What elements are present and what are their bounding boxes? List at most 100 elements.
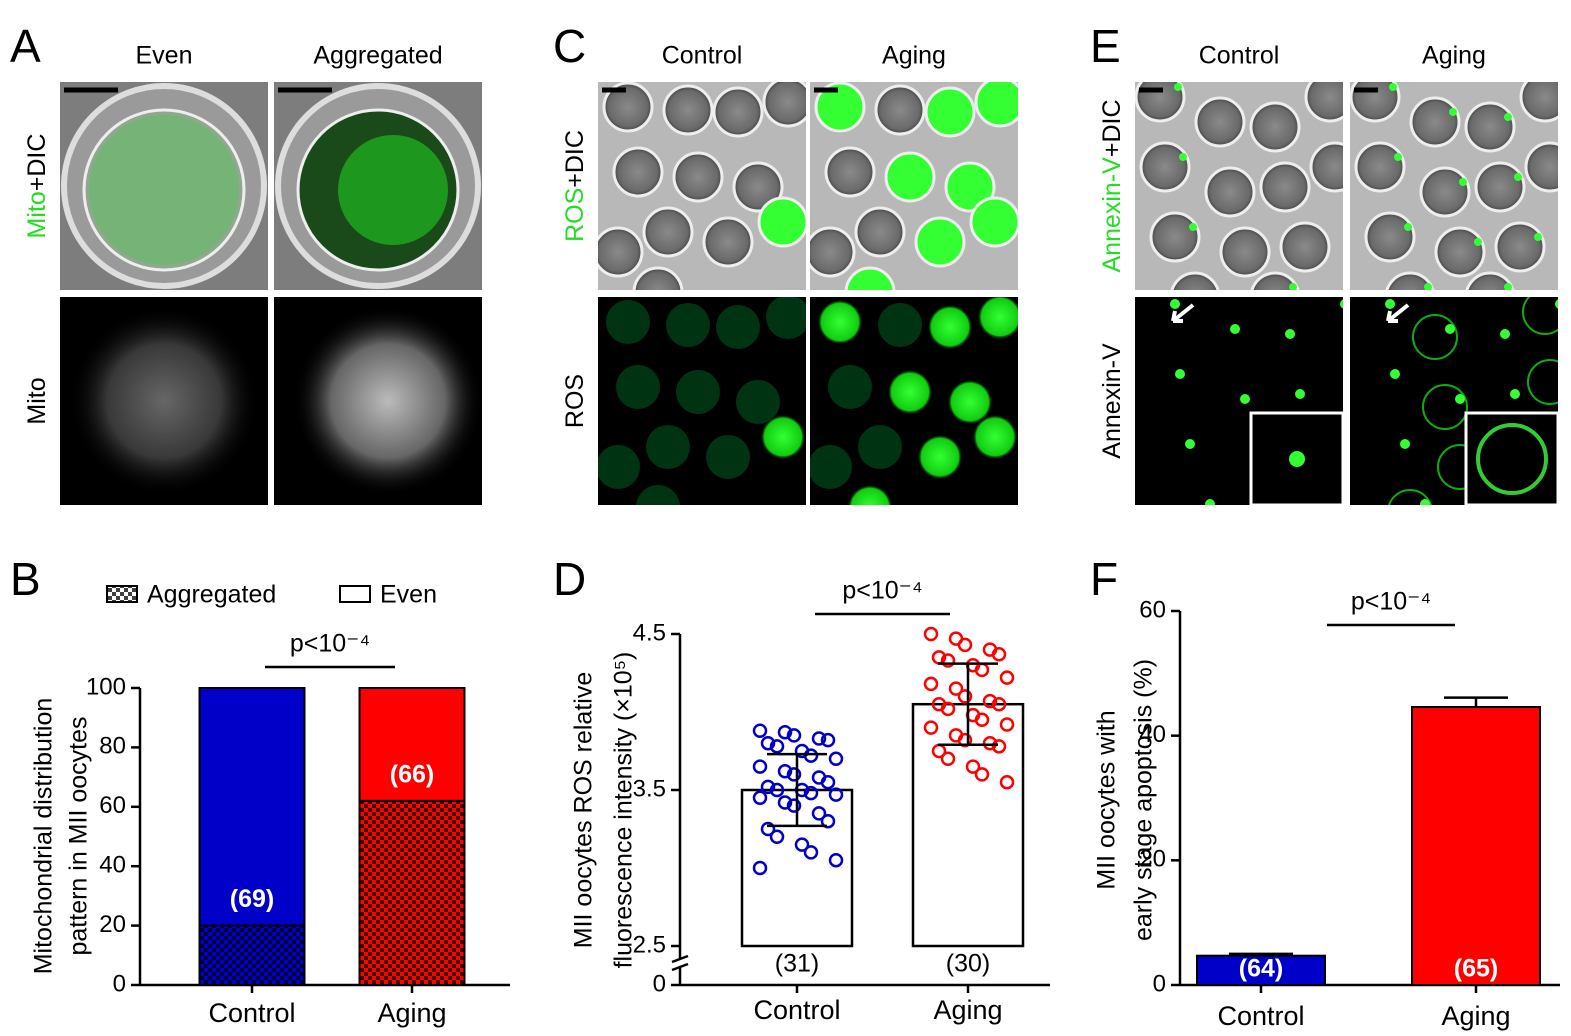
y-tick-label: 100 (86, 673, 126, 700)
ros (810, 445, 852, 489)
data-point (957, 689, 973, 704)
ros (828, 365, 872, 409)
data-point (803, 785, 819, 801)
oocyte (1219, 226, 1271, 278)
micrograph (274, 297, 482, 505)
annexin-dot (1340, 299, 1343, 309)
oocyte (1139, 141, 1191, 193)
oocyte (732, 161, 784, 213)
oocyte (712, 86, 764, 138)
oocyte (598, 226, 644, 278)
annexin-dot (1500, 329, 1510, 339)
y-tick-label: 3.5 (633, 775, 666, 802)
micrograph (1350, 297, 1570, 505)
ros (646, 425, 690, 469)
data-point (991, 647, 1007, 662)
row-label: Mito+DIC (23, 134, 51, 239)
mito (89, 115, 239, 265)
data-point (999, 774, 1015, 790)
data-point (957, 732, 973, 748)
ros (676, 370, 720, 414)
data-point (948, 681, 964, 696)
oocyte (1259, 161, 1311, 213)
data-point (794, 837, 810, 852)
error-bar (1444, 696, 1508, 707)
oocyte (702, 216, 754, 268)
data-point (957, 637, 973, 653)
data-point (752, 860, 768, 876)
inset-cell (1476, 423, 1548, 495)
oocyte (1350, 82, 1401, 123)
oocyte (762, 82, 806, 128)
ros (616, 365, 660, 409)
n-label: (66) (390, 760, 434, 788)
oocyte (1354, 141, 1406, 193)
bar-segment (198, 687, 306, 927)
data-point (982, 693, 998, 709)
data-point (991, 739, 1007, 754)
data-point (923, 626, 939, 642)
ros (928, 305, 972, 349)
micrograph (810, 297, 1018, 505)
oocyte (642, 206, 694, 258)
micrograph (1135, 297, 1343, 505)
legend-swatch-pattern (107, 586, 137, 602)
data-point (786, 728, 802, 743)
data-point (828, 852, 844, 868)
annexin-dot (1179, 153, 1187, 161)
row-label: Mito (23, 377, 51, 424)
annexin-dot (1170, 299, 1180, 309)
data-point (974, 767, 990, 782)
legend-swatch (339, 585, 371, 603)
annexin-dot (1449, 108, 1457, 116)
oocyte (969, 196, 1018, 248)
annexin-dot (1564, 153, 1571, 161)
oocyte (1465, 271, 1515, 290)
oocyte (944, 161, 996, 213)
arrow (1386, 303, 1410, 323)
annexin-dot (1514, 173, 1522, 181)
row-label: ROS+DIC (561, 130, 589, 242)
legend-label: Aggregated (147, 581, 276, 609)
data-point (923, 720, 939, 735)
data-point (923, 676, 939, 692)
ros (848, 485, 892, 505)
panel-letter: F (1090, 553, 1118, 605)
micrograph (598, 297, 806, 505)
annexin-ring (1412, 314, 1458, 360)
bar (1411, 705, 1541, 986)
annexin-dot (1420, 499, 1430, 505)
annexin-dot (1295, 389, 1305, 399)
annexin-dot (1230, 324, 1240, 334)
row-label-part: +DIC (23, 134, 51, 192)
annexin-dot (1555, 299, 1558, 309)
y-tick-label: 20 (99, 911, 126, 938)
data-point (760, 779, 776, 795)
oocyte (1204, 166, 1256, 218)
n-label: (64) (1239, 955, 1283, 983)
row-label-part: +DIC (561, 130, 589, 188)
ros (978, 297, 1018, 339)
oocyte (914, 216, 966, 268)
ros (706, 435, 750, 479)
annexin-dot (1175, 369, 1185, 379)
significance-label: p<10⁻⁴ (290, 630, 370, 658)
ros (716, 305, 760, 349)
legend-label: Even (380, 581, 437, 609)
ros (736, 380, 780, 424)
y-tick-label: 0 (1153, 970, 1166, 997)
column-label: Even (136, 42, 193, 70)
annexin-ring (1388, 489, 1432, 505)
annexin-dot (1560, 369, 1570, 379)
data-point (769, 739, 785, 754)
significance-label: p<10⁻⁴ (1351, 588, 1431, 616)
y-tick-label: 40 (1139, 721, 1166, 748)
annexin-dot (1390, 369, 1400, 379)
data-point (828, 751, 844, 767)
data-point (820, 774, 836, 790)
n-label: (30) (946, 950, 990, 978)
annexin-dot (1240, 394, 1250, 404)
annexin-dot (1404, 223, 1412, 231)
panel-letter: E (1090, 20, 1121, 72)
annexin-dot (1459, 178, 1467, 186)
